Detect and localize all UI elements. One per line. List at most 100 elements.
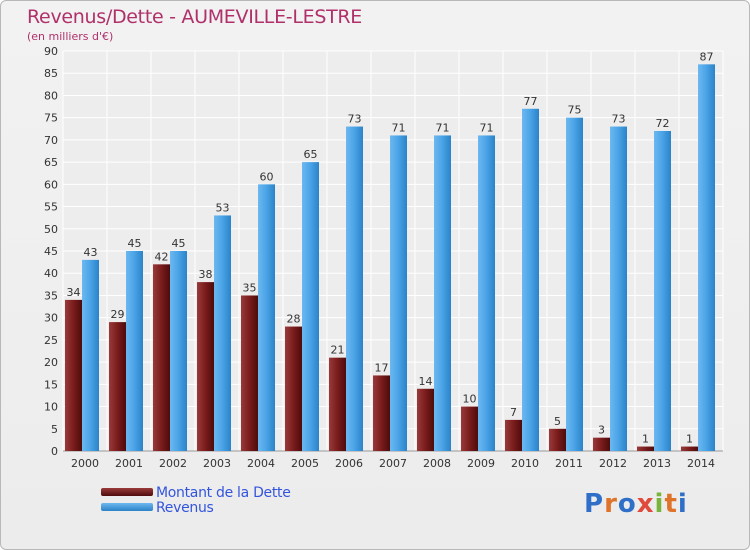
bar-revenus-2003 [214,215,231,451]
legend-label-revenus: Revenus [156,500,214,516]
y-tick-label: 65 [44,156,58,169]
data-label-revenus-2012: 73 [612,113,626,126]
y-tick-label: 0 [51,445,58,458]
data-label-revenus-2003: 53 [216,201,230,214]
chart-subtitle: (en milliers d'€) [27,30,114,43]
bar-debt-2008 [417,388,434,451]
data-label-debt-2003: 38 [199,268,213,281]
bar-debt-2007 [373,375,390,451]
data-label-revenus-2006: 73 [348,113,362,126]
bar-revenus-2013 [654,131,671,451]
bar-debt-2011 [549,428,566,451]
data-label-debt-2013: 1 [642,433,649,446]
y-tick-label: 50 [44,223,58,236]
y-tick-label: 10 [44,401,58,414]
data-label-revenus-2008: 71 [436,121,450,134]
y-tick-label: 80 [44,89,58,102]
data-label-debt-2001: 29 [111,308,125,321]
data-label-revenus-2009: 71 [480,121,494,134]
y-tick-label: 40 [44,267,58,280]
data-label-revenus-2000: 43 [84,246,98,259]
y-tick-label: 60 [44,178,58,191]
data-label-revenus-2010: 77 [524,95,538,108]
data-label-debt-2009: 10 [463,393,477,406]
y-tick-label: 5 [51,423,58,436]
proxiti-logo: Proxiti [584,489,688,519]
data-label-revenus-2001: 45 [128,237,142,250]
x-tick-label: 2001 [115,457,143,470]
bar-debt-2006 [329,357,346,451]
data-label-revenus-2013: 72 [656,117,670,130]
data-label-revenus-2014: 87 [700,50,714,63]
y-tick-label: 45 [44,245,58,258]
data-label-revenus-2004: 60 [260,170,274,183]
legend-swatch-debt [101,488,153,496]
bar-revenus-2011 [566,117,583,452]
bar-revenus-2002 [170,251,187,451]
x-tick-label: 2005 [291,457,319,470]
data-label-debt-2000: 34 [67,286,81,299]
bar-revenus-2004 [258,184,275,452]
bar-debt-2002 [153,264,170,451]
bar-debt-2014 [681,446,698,451]
y-tick-label: 15 [44,378,58,391]
y-tick-label: 85 [44,67,58,80]
bar-debt-2013 [637,446,654,451]
data-label-debt-2005: 28 [287,313,301,326]
x-tick-label: 2010 [511,457,539,470]
data-label-revenus-2011: 75 [568,104,582,117]
y-tick-label: 90 [44,45,58,58]
y-tick-label: 35 [44,289,58,302]
bar-debt-2010 [505,419,522,451]
data-label-revenus-2005: 65 [304,148,318,161]
data-label-revenus-2002: 45 [172,237,186,250]
bar-revenus-2000 [82,259,99,451]
y-tick-label: 70 [44,134,58,147]
x-tick-label: 2007 [379,457,407,470]
legend-swatch-revenus [101,503,153,511]
x-tick-label: 2013 [643,457,671,470]
data-label-debt-2004: 35 [243,281,257,294]
bar-revenus-2005 [302,162,319,451]
data-label-debt-2002: 42 [155,250,169,263]
y-tick-label: 25 [44,334,58,347]
data-label-debt-2014: 1 [686,433,693,446]
bar-revenus-2010 [522,108,539,452]
bar-revenus-2014 [698,64,715,452]
y-tick-label: 55 [44,201,58,214]
bar-debt-2004 [241,295,258,451]
x-tick-label: 2004 [247,457,275,470]
x-tick-label: 2006 [335,457,363,470]
x-tick-label: 2003 [203,457,231,470]
bar-revenus-2012 [610,126,627,452]
data-label-revenus-2007: 71 [392,121,406,134]
bar-revenus-2008 [434,135,451,451]
bar-revenus-2001 [126,251,143,451]
data-label-debt-2012: 3 [598,424,605,437]
bar-debt-2009 [461,406,478,451]
bar-revenus-2009 [478,135,495,451]
x-tick-label: 2014 [687,457,715,470]
chart-title: Revenus/Dette - AUMEVILLE-LESTRE [27,6,362,28]
x-tick-label: 2002 [159,457,187,470]
bar-revenus-2006 [346,126,363,452]
bar-revenus-2007 [390,135,407,451]
x-tick-label: 2011 [555,457,583,470]
bar-debt-2001 [109,322,126,451]
bar-debt-2012 [593,437,610,451]
data-label-debt-2006: 21 [331,344,345,357]
data-label-debt-2008: 14 [419,375,433,388]
y-tick-label: 30 [44,312,58,325]
x-tick-label: 2008 [423,457,451,470]
data-label-debt-2010: 7 [510,406,517,419]
y-tick-label: 20 [44,356,58,369]
data-label-debt-2007: 17 [375,361,389,374]
x-tick-label: 2012 [599,457,627,470]
bar-debt-2005 [285,326,302,451]
legend-label-debt: Montant de la Dette [156,485,291,501]
y-tick-label: 75 [44,112,58,125]
bar-debt-2000 [65,299,82,451]
x-tick-label: 2000 [71,457,99,470]
